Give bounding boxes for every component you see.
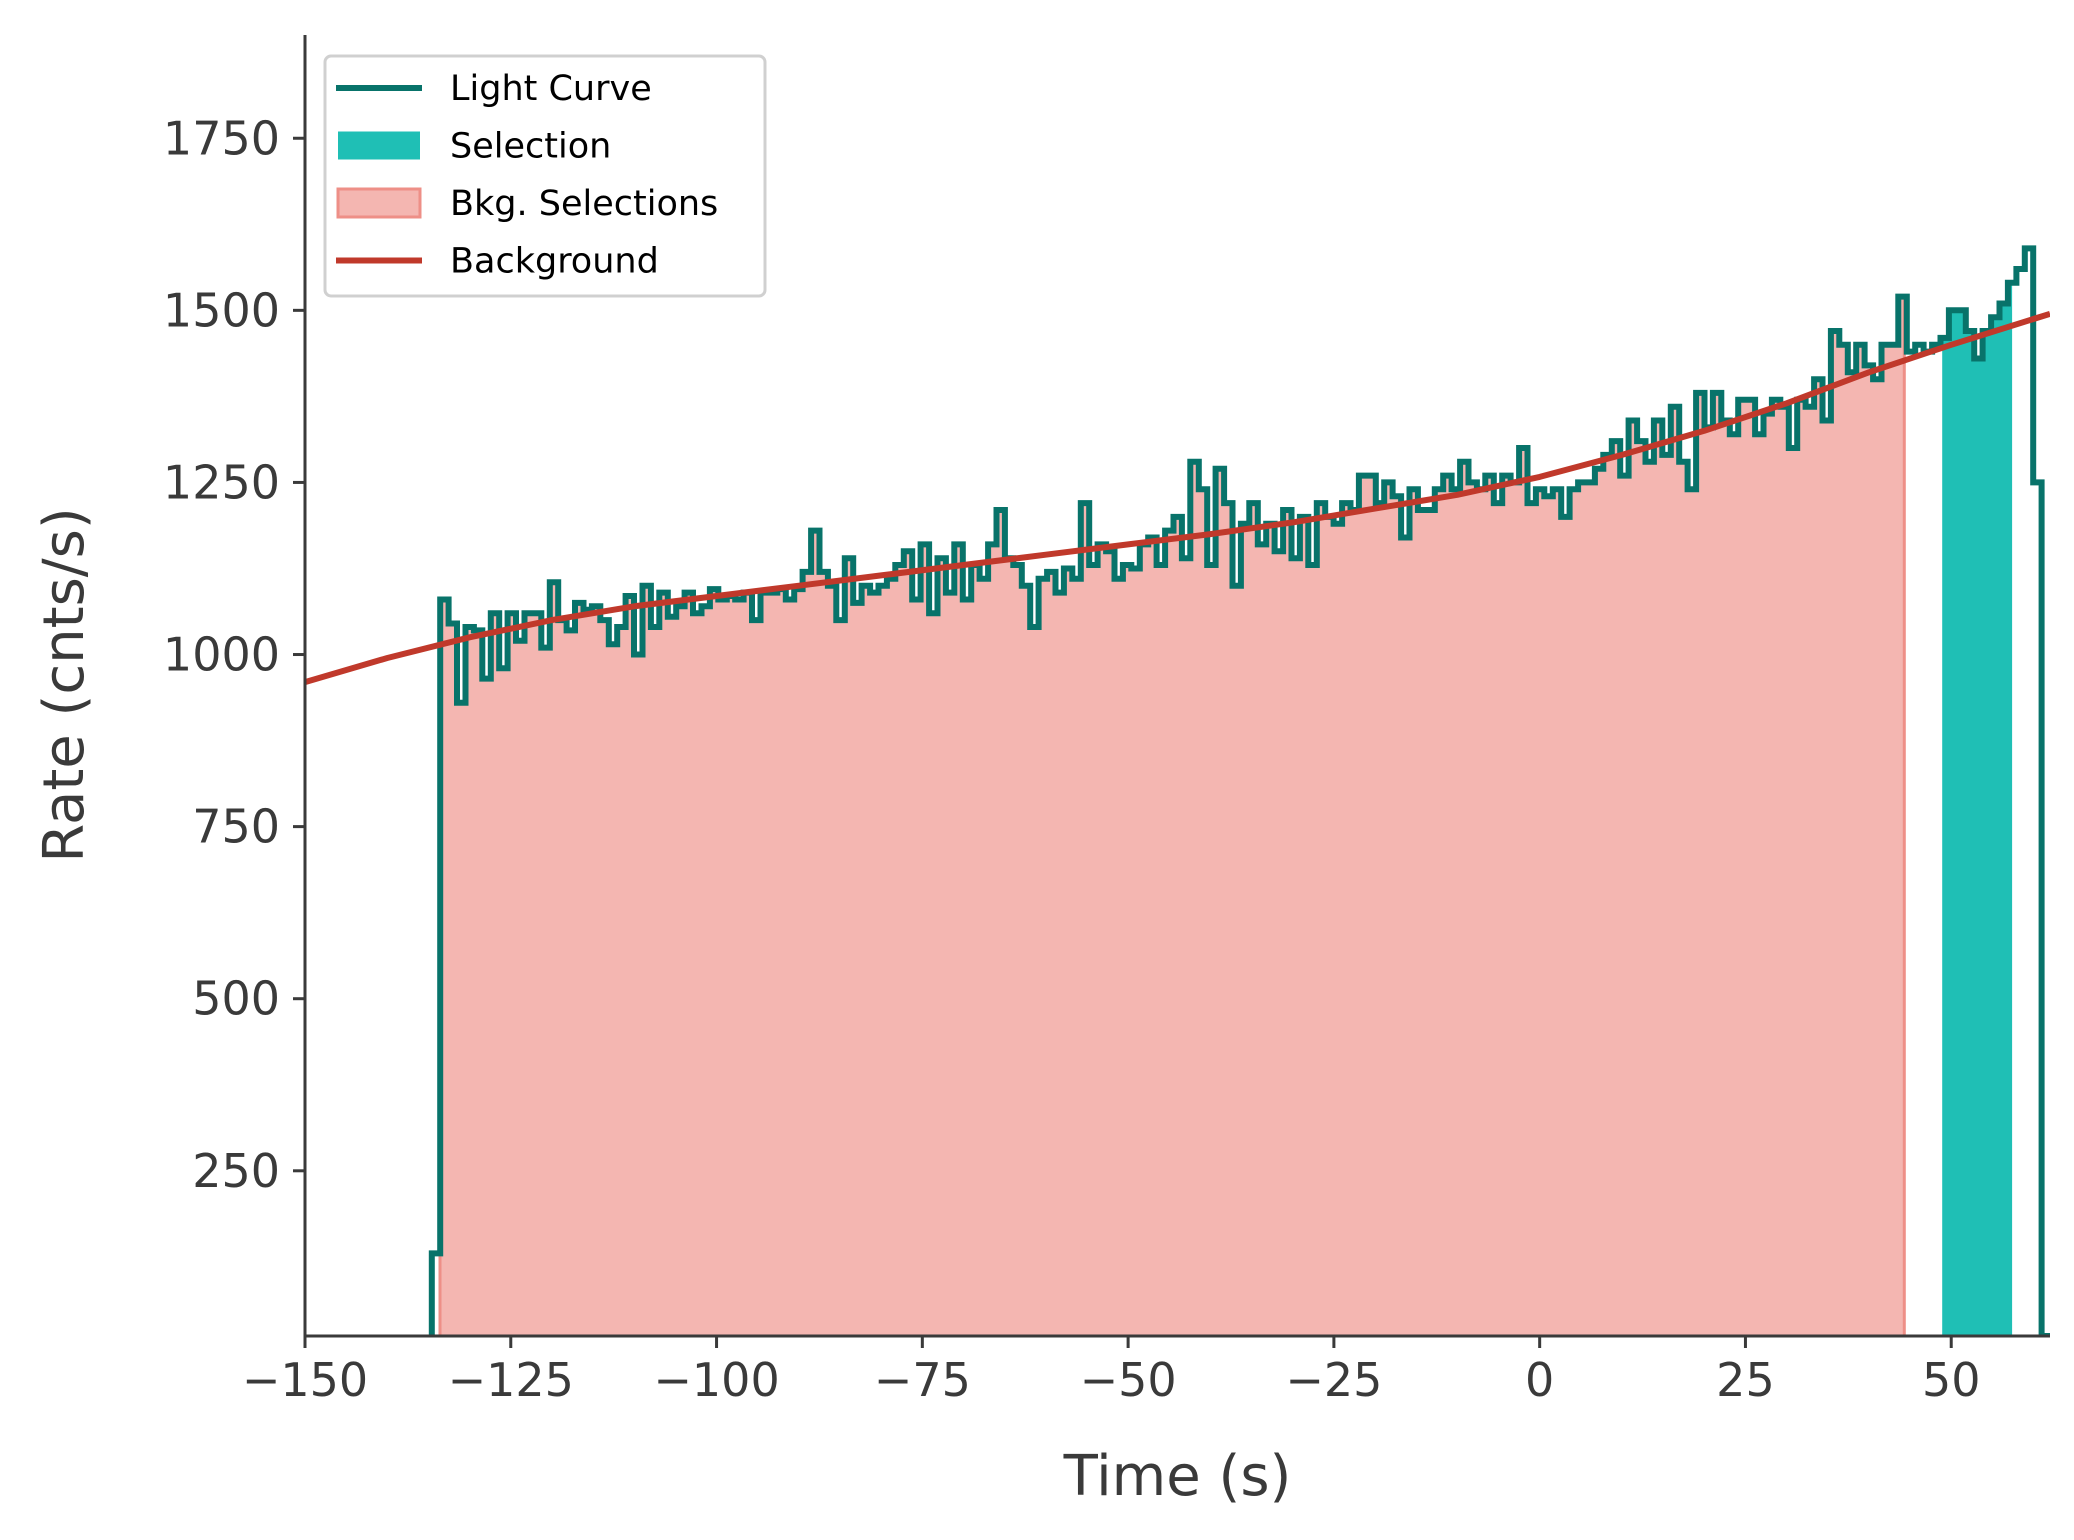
legend-label: Selection — [450, 127, 611, 167]
legend-swatch-patch — [338, 131, 420, 160]
y-tick-label: 1500 — [163, 283, 280, 337]
x-tick-label: −125 — [448, 1353, 574, 1407]
plot-area — [305, 245, 2050, 1336]
bkg-selection-region-0 — [438, 295, 1906, 1336]
x-tick-label: −100 — [653, 1353, 779, 1407]
x-tick-label: 25 — [1716, 1353, 1775, 1407]
legend-label: Light Curve — [450, 69, 652, 109]
background-fit-line — [305, 310, 2050, 685]
y-tick-label: 250 — [192, 1144, 280, 1198]
legend-label: Bkg. Selections — [450, 184, 718, 224]
x-tick-label: −50 — [1080, 1353, 1177, 1407]
y-tick-label: 1000 — [163, 628, 280, 682]
legend-box — [323, 54, 767, 298]
legend-swatch-patch — [336, 187, 422, 219]
light-curve-line — [428, 245, 2050, 1336]
selection-region — [1942, 282, 2013, 1336]
x-tick-label: 0 — [1525, 1353, 1554, 1407]
y-tick-label: 1750 — [163, 111, 280, 165]
y-tick-label: 1250 — [163, 455, 280, 509]
y-axis-title: Rate (cnts/s) — [32, 507, 97, 862]
axes: −150 −125 −100 −75 −50 −25 0 25 50 250 500 750 1000 1… — [32, 35, 2050, 1509]
y-tick-label: 750 — [192, 800, 280, 854]
y-tick-label: 500 — [192, 972, 280, 1026]
x-tick-label: −25 — [1285, 1353, 1382, 1407]
legend: Light Curve Selection Bkg. Selections Backg… — [323, 54, 767, 298]
legend-label: Background — [450, 242, 659, 282]
x-tick-label: −150 — [242, 1353, 368, 1407]
x-tick-label: 50 — [1922, 1353, 1981, 1407]
x-axis-title: Time (s) — [1063, 1444, 1292, 1509]
x-tick-label: −75 — [874, 1353, 971, 1407]
